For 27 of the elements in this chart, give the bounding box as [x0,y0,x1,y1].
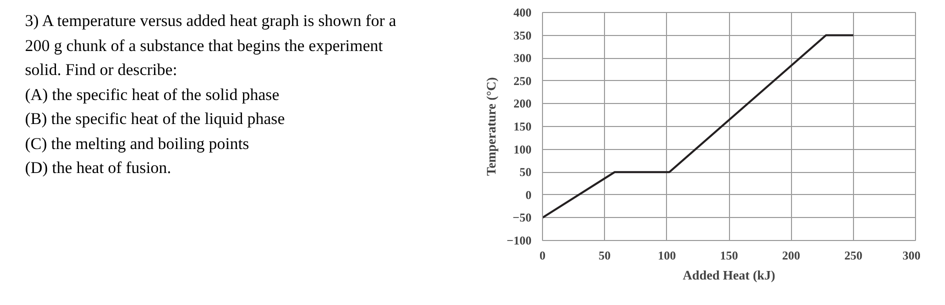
x-tick-label: 0 [540,248,546,262]
x-tick-label: 50 [598,248,611,262]
y-tick-label: 300 [514,51,532,66]
y-tick-label: 100 [514,142,532,156]
x-tick-label: 300 [902,248,920,262]
y-tick-label: 350 [514,28,532,42]
text: 3) A temperature versus added heat graph is shown for a [25,10,396,32]
y-tick-label: 250 [514,74,532,88]
x-tick-label: 100 [658,248,676,262]
x-axis-title: Added Heat (kJ) [682,268,776,282]
y-tick-label: 50 [520,165,532,180]
text: (B) the specific heat of the liquid phase [25,108,286,130]
text: (A) the specific heat of the solid phase [25,84,280,106]
y-tick-label: 200 [514,96,532,111]
text: solid. Find or describe: [25,59,178,81]
y-tick-label: 400 [514,6,532,20]
text: (C) the melting and boiling points [25,132,250,155]
y-tick-label: 150 [514,120,532,134]
y-tick-label: −50 [512,210,532,225]
x-tick-label: 200 [782,248,800,262]
y-tick-label: 0 [526,188,532,202]
text: 200 g chunk of a substance that begins the experiment [25,34,384,57]
y-axis-title: Temperature (°C) [484,77,499,176]
x-tick-label: 150 [720,248,738,262]
text: (D) the heat of fusion. [25,157,172,179]
y-tick-label: −100 [506,234,532,248]
x-tick-label: 250 [844,248,862,262]
